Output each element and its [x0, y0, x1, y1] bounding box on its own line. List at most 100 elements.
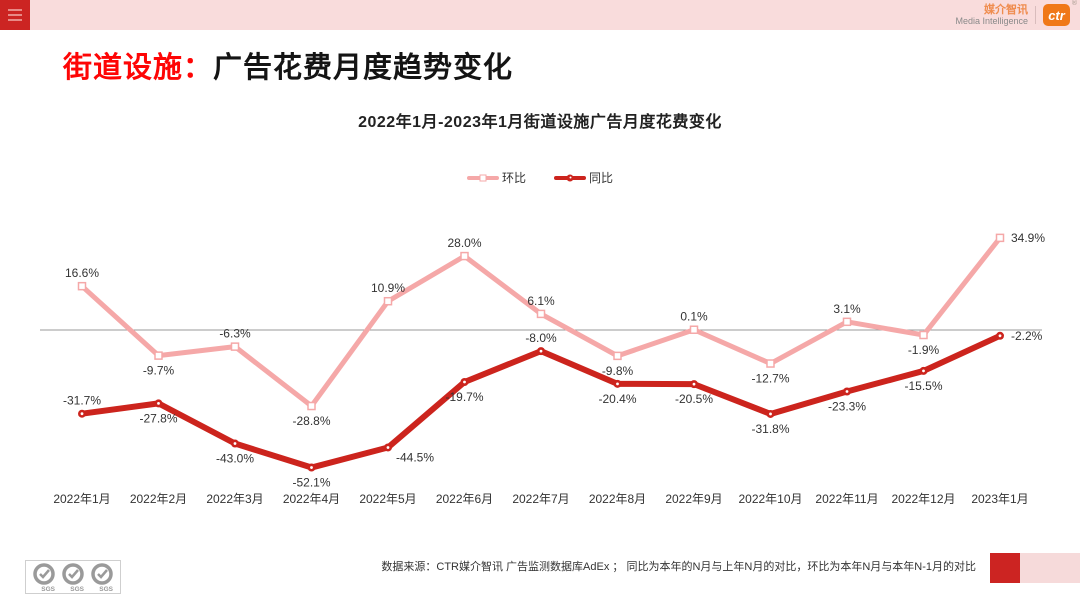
- data-point-marker-dot: [616, 382, 619, 386]
- footer-red-square: [990, 553, 1020, 583]
- data-point-marker: [536, 309, 546, 319]
- legend-item-1: 同比: [554, 169, 613, 186]
- data-point-label: -9.7%: [143, 364, 175, 378]
- data-point-label: -1.9%: [908, 343, 940, 357]
- data-point-marker-dot: [310, 466, 313, 469]
- data-point-marker: [154, 351, 163, 360]
- data-point-marker: [230, 342, 240, 351]
- data-point-marker: [383, 296, 393, 306]
- x-axis-label: 2022年4月: [283, 492, 340, 506]
- x-axis-label: 2022年1月: [53, 492, 110, 506]
- data-point-label: 16.6%: [65, 266, 99, 280]
- data-point-marker: [689, 325, 699, 334]
- data-point-label: -27.8%: [139, 411, 177, 425]
- data-point-marker-dot: [233, 442, 237, 445]
- x-axis-label: 2022年12月: [891, 492, 955, 506]
- data-point-label: -6.3%: [219, 327, 251, 341]
- data-source-note: 数据来源：CTR媒介智讯 广告监测数据库AdEx ； 同比为本年的N月与上年N月…: [381, 561, 976, 573]
- brand-logo: 媒介智讯 Media Intelligence ctr ®: [955, 0, 1077, 27]
- data-point-label: -15.5%: [904, 379, 942, 393]
- brand-text: 媒介智讯 Media Intelligence: [955, 4, 1028, 27]
- data-point-marker: [307, 401, 316, 411]
- sgs-logo-icon: SGS: [62, 563, 85, 592]
- legend-swatch-0: [466, 174, 499, 181]
- data-point-marker: [766, 359, 775, 368]
- chart-title: 2022年1月-2023年1月街道设施广告月度花费变化: [358, 114, 722, 131]
- legend-label-1: 同比: [589, 171, 614, 185]
- data-point-label: 28.0%: [447, 236, 481, 250]
- svg-text:SGS: SGS: [41, 586, 55, 592]
- data-point-marker: [995, 233, 1005, 243]
- legend-item-0: 环比: [466, 169, 526, 186]
- data-point-label: -20.5%: [675, 392, 713, 406]
- legend-swatch-1: [554, 174, 586, 181]
- svg-text:SGS: SGS: [99, 586, 113, 592]
- data-point-label: 6.1%: [527, 294, 555, 308]
- data-point-marker-dot: [922, 369, 925, 373]
- data-point-marker-dot: [539, 349, 543, 353]
- data-point-label: -43.0%: [216, 452, 254, 466]
- x-axis-label: 2022年7月: [512, 492, 569, 506]
- data-point-marker-dot: [386, 446, 390, 449]
- data-point-marker: [919, 330, 928, 340]
- data-point-label: 3.1%: [833, 302, 861, 316]
- chart-legend: 环比 同比: [0, 169, 1080, 186]
- series-line-0: [79, 235, 1003, 409]
- data-point-marker-dot: [463, 380, 466, 384]
- chart-svg: 16.6% -9.7% -6.3% -28.8% 10.9% 28.0% 6.1% -9.8%…: [40, 231, 1045, 506]
- x-axis-label: 2022年8月: [589, 492, 646, 506]
- top-bar: 媒介智讯 Media Intelligence ctr ®: [0, 0, 1080, 30]
- data-point-label: -2.2%: [1011, 329, 1043, 343]
- x-axis-label: 2022年2月: [130, 492, 187, 506]
- data-point-marker-dot: [80, 412, 84, 416]
- data-point-marker: [842, 317, 852, 327]
- data-point-label: 10.9%: [371, 281, 405, 295]
- x-axis-label: 2023年1月: [971, 492, 1028, 506]
- sgs-logo-icon: SGS: [33, 563, 56, 592]
- x-axis-label: 2022年9月: [665, 492, 722, 506]
- data-point-label: -31.8%: [751, 422, 789, 436]
- page-title: 街道设施：广告花费月度趋势变化: [63, 44, 513, 86]
- legend-marker-square-icon: [479, 174, 487, 181]
- data-point-label: -20.4%: [598, 392, 636, 406]
- data-point-marker: [77, 281, 87, 291]
- x-axis-label: 2022年3月: [206, 492, 263, 506]
- data-point-label: -44.5%: [396, 450, 434, 464]
- x-axis-label: 2022年11月: [815, 492, 878, 506]
- data-point-marker-dot: [998, 334, 1002, 338]
- brand-divider: [1035, 6, 1036, 24]
- hamburger-icon: [8, 9, 22, 11]
- legend-marker-circle-icon: [566, 174, 574, 181]
- legend-label-0: 环比: [501, 171, 526, 185]
- data-point-marker: [613, 351, 622, 361]
- x-axis-label: 2022年10月: [738, 492, 802, 506]
- data-point-label: 34.9%: [1011, 231, 1045, 245]
- footer-pink-bar: [1020, 553, 1080, 583]
- data-point-label: -9.8%: [602, 364, 634, 378]
- data-point-label: -31.7%: [63, 394, 101, 408]
- svg-text:SGS: SGS: [70, 586, 84, 592]
- data-point-marker: [460, 251, 469, 261]
- sgs-logo-icon: SGS: [91, 563, 114, 592]
- page-title-rest: 广告花费月度趋势变化: [213, 52, 514, 84]
- brand-name-cn: 媒介智讯: [984, 3, 1028, 16]
- data-point-label: -23.3%: [828, 400, 866, 414]
- ctr-logo: ctr ®: [1043, 0, 1077, 26]
- x-axis-label: 2022年5月: [359, 492, 416, 506]
- page-title-highlight: 街道设施：: [63, 52, 214, 84]
- data-point-label: -28.8%: [292, 414, 330, 428]
- data-point-label: -12.7%: [751, 372, 789, 386]
- registered-mark: ®: [1071, 0, 1077, 7]
- menu-button[interactable]: [0, 0, 30, 30]
- data-point-marker-dot: [157, 401, 160, 405]
- data-point-marker-dot: [845, 390, 849, 393]
- sgs-certification-logos: SGS SGS SGS: [25, 560, 121, 594]
- brand-name-en: Media Intelligence: [955, 16, 1028, 27]
- chart-plot: 16.6% -9.7% -6.3% -28.8% 10.9% 28.0% 6.1% -9.8%…: [0, 200, 1080, 530]
- x-axis-label: 2022年6月: [436, 492, 493, 506]
- data-point-marker-dot: [692, 382, 696, 386]
- data-point-label: -52.1%: [292, 476, 330, 490]
- data-point-label: 0.1%: [680, 310, 708, 324]
- data-point-label: -8.0%: [525, 331, 557, 345]
- data-point-marker-dot: [769, 412, 772, 416]
